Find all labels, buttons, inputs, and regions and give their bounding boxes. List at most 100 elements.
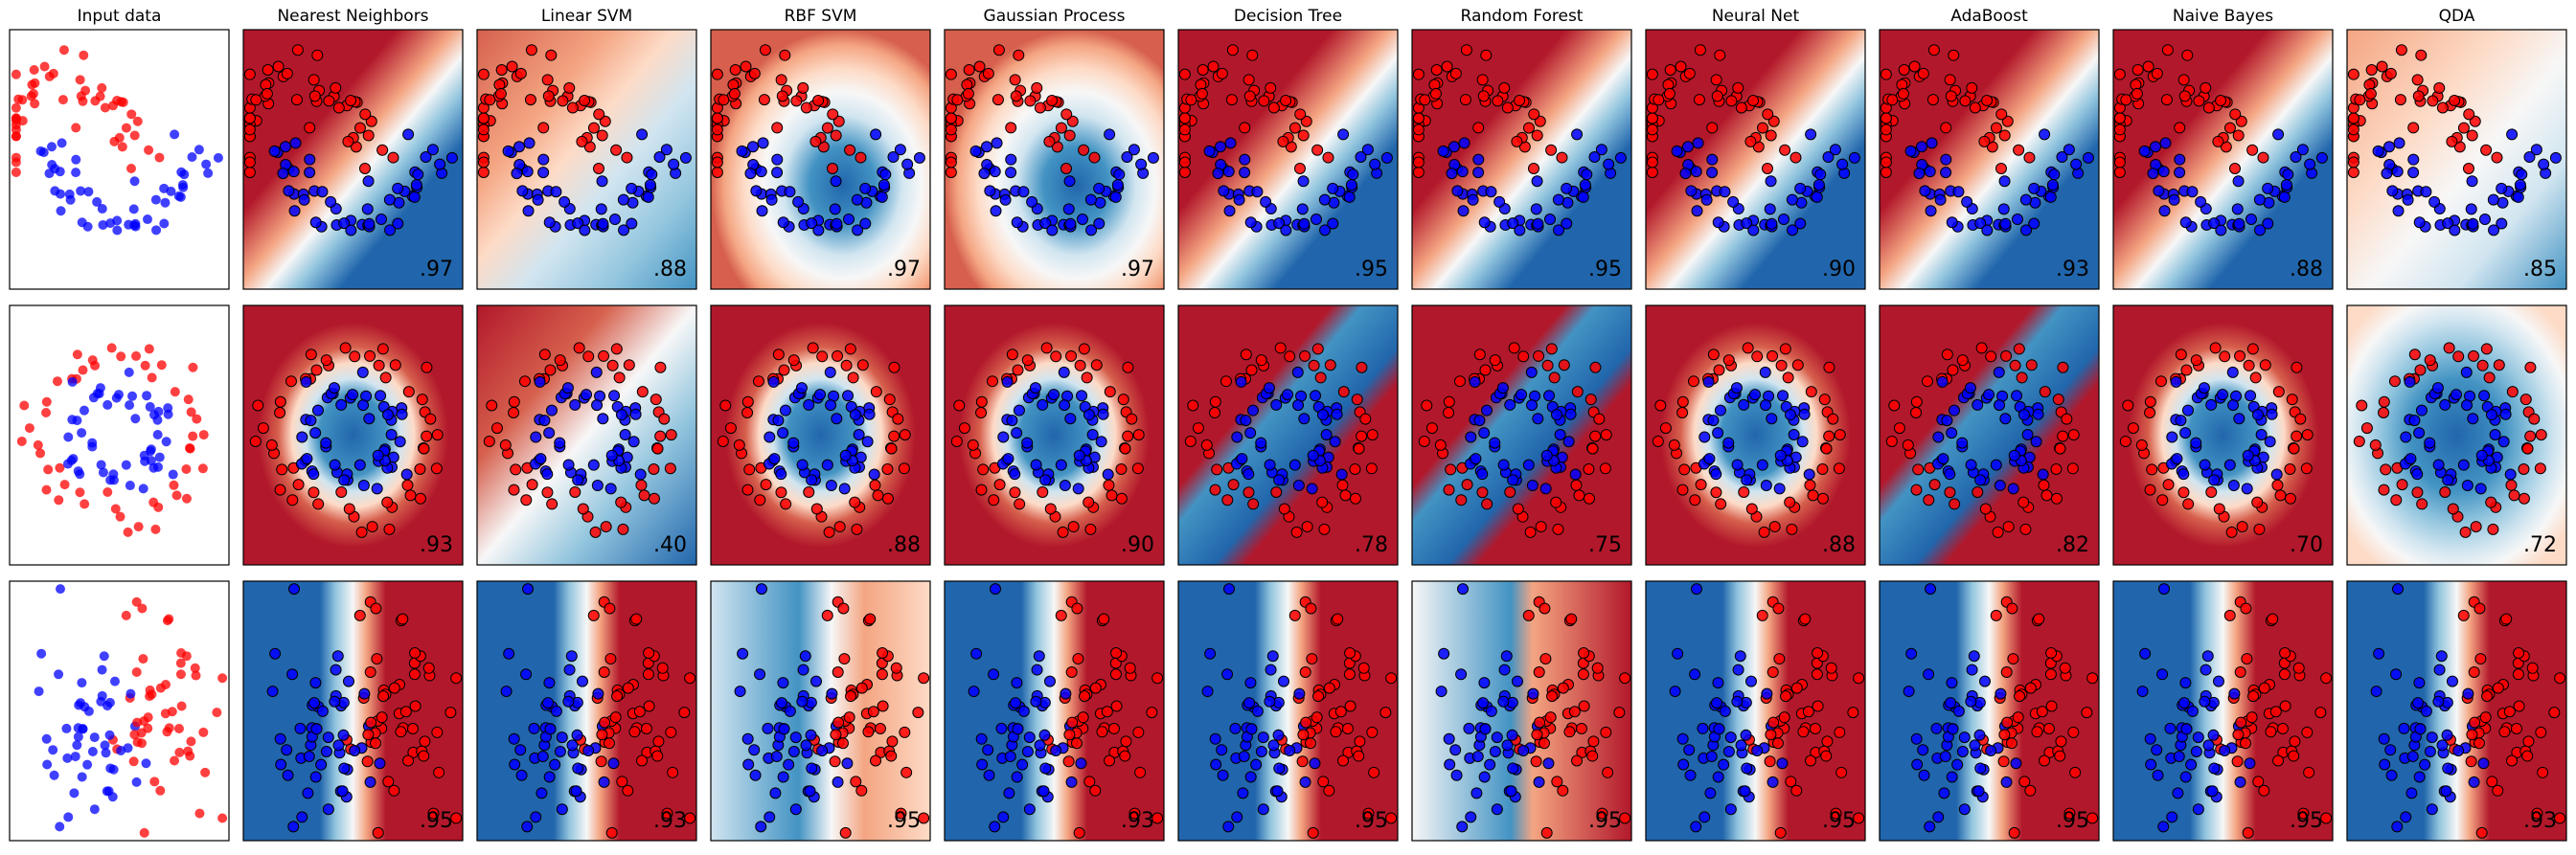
red-point xyxy=(1460,44,1472,56)
blue-point xyxy=(1937,453,1949,465)
red-point xyxy=(186,736,196,747)
red-point xyxy=(144,344,154,354)
red-point xyxy=(1178,166,1191,178)
red-point xyxy=(569,486,581,499)
blue-point xyxy=(336,785,349,798)
panel-frame xyxy=(9,29,230,290)
blue-point xyxy=(771,167,784,179)
blue-point xyxy=(337,729,350,741)
red-point xyxy=(139,827,149,838)
blue-point xyxy=(784,186,796,198)
blue-point xyxy=(1679,168,1692,180)
blue-point xyxy=(396,408,408,420)
blue-point xyxy=(75,469,85,480)
red-point xyxy=(383,523,396,535)
red-point xyxy=(2278,668,2291,681)
accuracy-score: .97 xyxy=(1121,258,1154,281)
red-point xyxy=(2249,371,2262,384)
blue-point xyxy=(1698,811,1711,823)
blue-point xyxy=(1712,771,1724,783)
red-point xyxy=(2045,700,2058,712)
red-point xyxy=(2506,386,2519,398)
red-point xyxy=(1107,723,1120,735)
blue-point xyxy=(2219,744,2231,756)
blue-point xyxy=(1033,650,1045,663)
red-point xyxy=(1524,526,1537,538)
blue-point xyxy=(2178,697,2191,709)
blue-point xyxy=(96,696,106,707)
red-point xyxy=(892,413,904,425)
blue-point xyxy=(99,651,109,662)
red-point xyxy=(1745,503,1758,515)
blue-point xyxy=(1473,415,1486,427)
blue-point xyxy=(1010,697,1022,709)
blue-point xyxy=(562,695,575,708)
red-point xyxy=(1270,486,1283,499)
subplot-panel: .85 xyxy=(2346,29,2567,290)
blue-point xyxy=(2166,431,2178,443)
red-point xyxy=(885,750,898,762)
red-point xyxy=(2439,486,2451,499)
red-point xyxy=(1070,737,1083,750)
red-point xyxy=(1344,700,1356,712)
red-point xyxy=(433,766,445,778)
blue-point xyxy=(2139,647,2152,660)
red-point xyxy=(1209,407,1221,419)
blue-point xyxy=(89,804,100,815)
red-point xyxy=(477,166,490,178)
blue-point xyxy=(1347,169,1359,181)
blue-point xyxy=(1467,193,1479,206)
accuracy-score: .93 xyxy=(420,533,453,557)
subplot-panel: .95 xyxy=(1645,580,1866,842)
red-point xyxy=(1528,108,1540,121)
red-point xyxy=(477,68,490,80)
red-point xyxy=(2052,394,2064,406)
red-point xyxy=(1888,399,1901,412)
blue-point xyxy=(1577,191,1589,203)
blue-point xyxy=(2415,404,2428,416)
red-point xyxy=(185,443,195,454)
red-point xyxy=(1812,647,1824,660)
red-point xyxy=(1453,375,1466,388)
blue-point xyxy=(1449,744,1462,756)
red-point xyxy=(2000,349,2013,362)
red-point xyxy=(1715,498,1727,510)
blue-point xyxy=(268,145,281,157)
red-point xyxy=(291,44,304,56)
red-point xyxy=(872,489,884,502)
red-point xyxy=(1009,486,1021,499)
red-point xyxy=(719,399,732,412)
red-point xyxy=(1200,439,1213,451)
red-point xyxy=(1885,435,1898,447)
red-point xyxy=(830,129,842,142)
red-point xyxy=(2267,613,2279,625)
red-point xyxy=(554,354,566,367)
red-point xyxy=(1071,602,1083,615)
red-point xyxy=(1812,700,1824,712)
red-point xyxy=(1710,74,1722,86)
red-point xyxy=(1473,349,1486,361)
red-point xyxy=(1368,766,1380,778)
red-point xyxy=(2473,737,2485,750)
red-point xyxy=(1790,682,1803,694)
column-title: AdaBoost xyxy=(1950,7,2028,26)
blue-point xyxy=(55,167,65,177)
red-point xyxy=(2466,729,2478,741)
blue-point xyxy=(36,648,47,659)
blue-point xyxy=(789,803,802,816)
blue-point xyxy=(629,408,642,420)
red-point xyxy=(855,151,867,164)
red-point xyxy=(2161,44,2174,56)
blue-point xyxy=(1777,214,1790,226)
red-point xyxy=(345,95,357,107)
red-point xyxy=(740,60,752,73)
red-point xyxy=(1732,81,1744,94)
red-point xyxy=(2462,163,2474,175)
subplot-panel: .95 xyxy=(1177,580,1399,842)
blue-point xyxy=(783,758,795,771)
blue-point xyxy=(1974,474,1987,486)
red-point xyxy=(2554,672,2566,685)
blue-point xyxy=(1093,182,1106,194)
red-point xyxy=(733,439,745,451)
red-point xyxy=(1619,812,1631,824)
